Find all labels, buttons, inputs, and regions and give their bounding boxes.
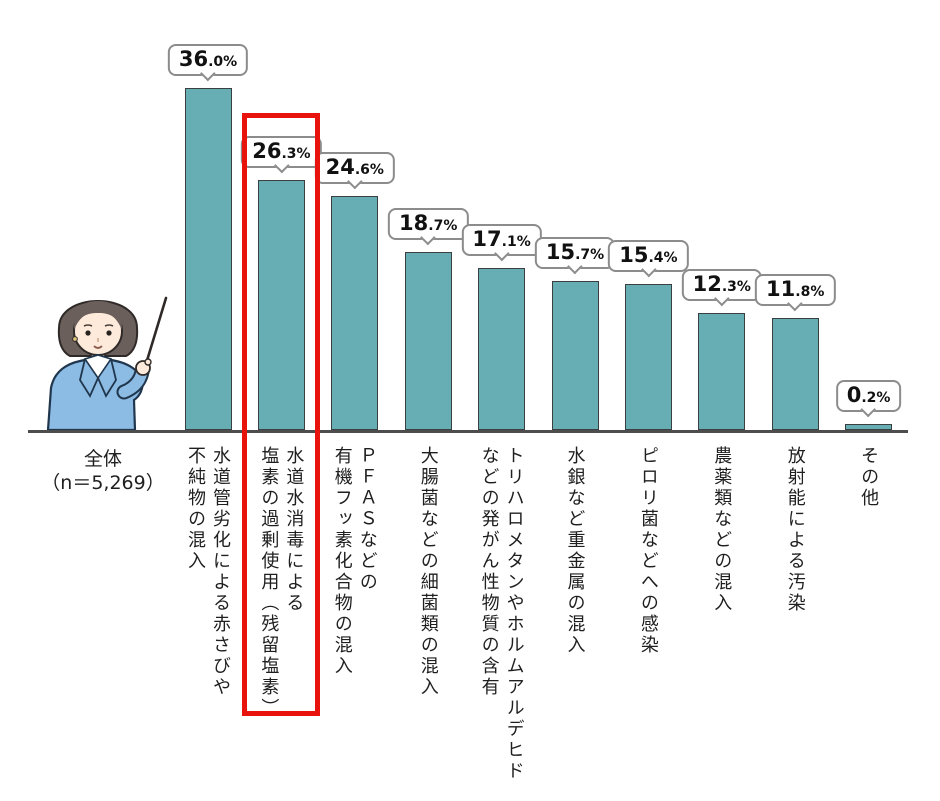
value-bubble-9: 0.2% [835,380,902,418]
category-label-4: トリハロメタンやホルムアルデヒド などの発がん性物質の含有 [478,446,525,782]
value-bubble-8: 11.8% [755,273,836,312]
value-frac: .3% [721,279,751,296]
bar-2 [331,196,379,430]
value-bubble-4: 17.1% [461,223,542,261]
category-label-7: 農薬類などの混入 [711,446,733,614]
category-label-6: ピロリ菌などへの感染 [637,446,659,656]
bar-7 [698,313,746,430]
value-int: 24 [325,155,355,180]
lapel-right [97,358,117,398]
bar-5 [551,280,599,430]
right-brow [104,324,114,327]
value-bubble-3: 18.7% [388,208,469,246]
value-bubble-6: 15.4% [608,239,689,277]
bar-8 [771,317,819,430]
value-bubble-5: 15.7% [534,236,616,275]
value-int: 36 [178,47,209,71]
x-axis-line [28,430,908,433]
value-int: 26 [252,139,282,164]
value-frac: .8% [795,283,825,300]
highlight-box [242,113,321,716]
value-frac: .7% [428,218,458,235]
category-label-0: 水道管劣化による赤さびや 不純物の混入 [185,446,231,698]
value-int: 18 [399,211,429,236]
category-label-8: 放射能による汚染 [784,446,806,614]
category-label-2: ＰＦＡＳなどの 有機フッ素化合物の混入 [331,446,378,677]
category-label-3: 大腸菌などの細菌類の混入 [417,446,439,698]
category-label-9: その他 [858,446,880,509]
value-frac: .1% [501,233,531,250]
group-label: 全体 （n＝5,269） [41,447,164,495]
thumb [144,358,152,366]
category-label-1: 水道水消毒による 塩素の過剰使用（残留塩素） [258,446,305,719]
value-frac: .3% [281,146,311,163]
bar-9 [845,424,893,430]
value-int: 15 [619,242,649,267]
value-int: 17 [472,226,502,251]
mouth [93,345,103,349]
value-int: 11 [766,276,796,301]
value-bubble-1: 26.3% [241,136,322,174]
bar-0 [184,88,232,430]
value-bubble-0: 36.0% [167,44,249,82]
left-brow [83,324,93,327]
value-int: 15 [545,239,576,264]
bar-4 [478,267,526,430]
left-eye [85,330,91,336]
value-bubble-2: 24.6% [314,152,395,190]
bangs [74,301,122,330]
value-frac: .0% [208,54,238,70]
value-int: 12 [692,272,722,297]
value-int: 0 [846,383,862,407]
bar-6 [624,283,672,430]
group-label-title: 全体 [83,448,122,470]
value-frac: .4% [648,249,678,266]
earring [72,336,78,342]
value-bubble-7: 12.3% [681,269,762,307]
jacket [46,355,144,430]
bar-1 [257,180,305,430]
bar-3 [404,252,452,430]
right-eye [106,330,112,336]
group-label-sample-size: （n＝5,269） [41,472,165,494]
value-frac: .6% [354,162,384,179]
lapel-left [79,358,99,398]
presenter-woman-pointing-illustration [46,296,168,430]
category-label-5: 水銀など重金属の混入 [564,446,586,656]
value-frac: .7% [575,246,605,263]
